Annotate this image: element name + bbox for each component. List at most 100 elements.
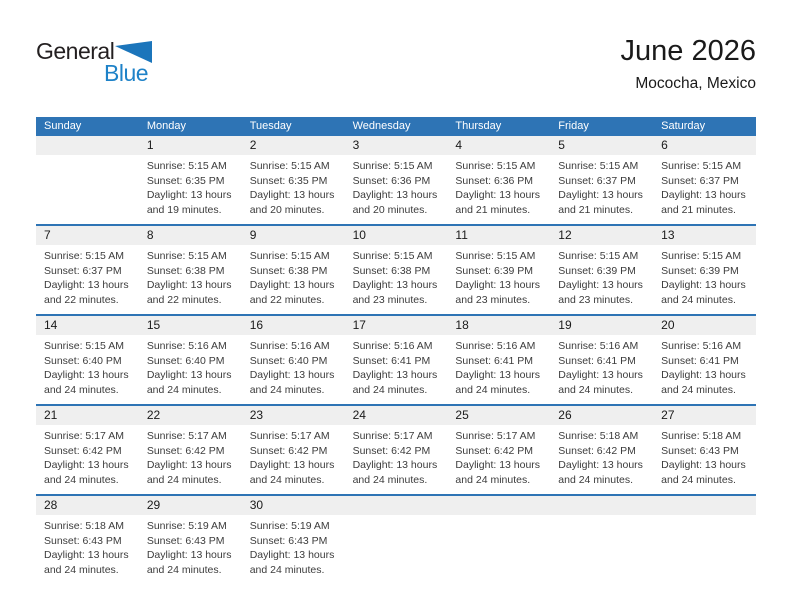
day-cell-5: 5 Sunrise: 5:15 AM Sunset: 6:37 PM Daylight… bbox=[550, 136, 654, 224]
day-cell-2: 2 Sunrise: 5:15 AM Sunset: 6:35 PM Daylight… bbox=[241, 136, 345, 224]
sunset-text: Sunset: 6:41 PM bbox=[558, 354, 636, 367]
daylight-text: Daylight: 13 hours and 24 minutes. bbox=[44, 459, 129, 486]
sunrise-text: Sunrise: 5:17 AM bbox=[44, 430, 124, 442]
sunrise-text: Sunrise: 5:15 AM bbox=[352, 250, 433, 262]
day-cell-1: 1 Sunrise: 5:15 AM Sunset: 6:35 PM Daylight… bbox=[138, 136, 242, 224]
day-info: Sunrise: 5:15 AM Sunset: 6:39 PM Daylight:… bbox=[550, 245, 653, 307]
day-number: 8 bbox=[138, 226, 242, 245]
sunrise-text: Sunrise: 5:19 AM bbox=[249, 520, 330, 532]
day-info: Sunrise: 5:15 AM Sunset: 6:37 PM Daylight:… bbox=[36, 245, 139, 307]
sunset-text: Sunset: 6:43 PM bbox=[249, 534, 328, 547]
day-cell-12: 12 Sunrise: 5:15 AM Sunset: 6:39 PM Dayligh… bbox=[550, 226, 654, 314]
daylight-text: Daylight: 13 hours and 24 minutes. bbox=[352, 459, 438, 486]
sunset-text: Sunset: 6:40 PM bbox=[249, 354, 328, 367]
daylight-text: Daylight: 13 hours and 24 minutes. bbox=[146, 459, 232, 486]
general-blue-logo: General Blue bbox=[36, 36, 153, 85]
day-cell-empty bbox=[344, 496, 448, 584]
day-info: Sunrise: 5:15 AM Sunset: 6:38 PM Daylight:… bbox=[345, 245, 448, 307]
sunset-text: Sunset: 6:41 PM bbox=[352, 354, 431, 367]
sunrise-text: Sunrise: 5:15 AM bbox=[661, 160, 742, 172]
day-number: 23 bbox=[241, 406, 345, 425]
day-cell-11: 11 Sunrise: 5:15 AM Sunset: 6:39 PM Dayligh… bbox=[447, 226, 551, 314]
sunrise-text: Sunrise: 5:15 AM bbox=[352, 160, 433, 172]
day-number: 26 bbox=[550, 406, 654, 425]
day-number: 14 bbox=[36, 316, 139, 335]
day-cell-15: 15 Sunrise: 5:16 AM Sunset: 6:40 PM Dayligh… bbox=[138, 316, 242, 404]
sunset-text: Sunset: 6:42 PM bbox=[44, 444, 122, 457]
day-number: 24 bbox=[344, 406, 448, 425]
day-cell-empty bbox=[550, 496, 654, 584]
week-row: 14 Sunrise: 5:15 AM Sunset: 6:40 PM Dayligh… bbox=[36, 314, 756, 404]
sunrise-text: Sunrise: 5:15 AM bbox=[249, 250, 330, 262]
sunset-text: Sunset: 6:39 PM bbox=[661, 264, 739, 277]
sunset-text: Sunset: 6:41 PM bbox=[661, 354, 739, 367]
day-number: 9 bbox=[241, 226, 345, 245]
day-info: Sunrise: 5:17 AM Sunset: 6:42 PM Daylight:… bbox=[36, 425, 139, 487]
daylight-text: Daylight: 13 hours and 24 minutes. bbox=[455, 459, 541, 486]
sunset-text: Sunset: 6:41 PM bbox=[455, 354, 534, 367]
sunrise-text: Sunrise: 5:16 AM bbox=[661, 340, 742, 352]
day-cell-empty bbox=[653, 496, 756, 584]
day-number: 30 bbox=[241, 496, 345, 515]
weekday-label-sunday: Sunday bbox=[44, 120, 82, 132]
sunset-text: Sunset: 6:38 PM bbox=[146, 264, 225, 277]
daylight-text: Daylight: 13 hours and 23 minutes. bbox=[455, 279, 541, 306]
day-number: 19 bbox=[550, 316, 654, 335]
daylight-text: Daylight: 13 hours and 21 minutes. bbox=[455, 189, 541, 216]
logo-triangle-icon bbox=[115, 41, 153, 67]
daylight-text: Daylight: 13 hours and 24 minutes. bbox=[44, 549, 129, 576]
day-info: Sunrise: 5:16 AM Sunset: 6:40 PM Daylight:… bbox=[139, 335, 242, 397]
sunset-text: Sunset: 6:36 PM bbox=[352, 174, 431, 187]
day-cell-empty bbox=[447, 496, 551, 584]
weekday-label-tuesday: Tuesday bbox=[249, 120, 292, 132]
sunrise-text: Sunrise: 5:15 AM bbox=[661, 250, 742, 262]
week-row: 21 Sunrise: 5:17 AM Sunset: 6:42 PM Dayligh… bbox=[36, 404, 756, 494]
calendar: Sunday Monday Tuesday Wednesday Thursday Frid… bbox=[36, 117, 756, 584]
day-cell-9: 9 Sunrise: 5:15 AM Sunset: 6:38 PM Daylight… bbox=[241, 226, 345, 314]
day-cell-25: 25 Sunrise: 5:17 AM Sunset: 6:42 PM Dayligh… bbox=[447, 406, 551, 494]
day-info: Sunrise: 5:18 AM Sunset: 6:43 PM Daylight:… bbox=[36, 515, 139, 577]
week-row: 28 Sunrise: 5:18 AM Sunset: 6:43 PM Dayligh… bbox=[36, 494, 756, 584]
day-cell-18: 18 Sunrise: 5:16 AM Sunset: 6:41 PM Dayligh… bbox=[447, 316, 551, 404]
day-cell-10: 10 Sunrise: 5:15 AM Sunset: 6:38 PM Dayligh… bbox=[344, 226, 448, 314]
day-cell-7: 7 Sunrise: 5:15 AM Sunset: 6:37 PM Daylight… bbox=[36, 226, 139, 314]
day-cell-4: 4 Sunrise: 5:15 AM Sunset: 6:36 PM Daylight… bbox=[447, 136, 551, 224]
page-title: June 2026 bbox=[620, 35, 756, 67]
day-info: Sunrise: 5:16 AM Sunset: 6:41 PM Daylight:… bbox=[550, 335, 653, 397]
sunset-text: Sunset: 6:42 PM bbox=[352, 444, 431, 457]
day-cell-30: 30 Sunrise: 5:19 AM Sunset: 6:43 PM Dayligh… bbox=[241, 496, 345, 584]
sunset-text: Sunset: 6:43 PM bbox=[146, 534, 225, 547]
day-info: Sunrise: 5:19 AM Sunset: 6:43 PM Daylight:… bbox=[139, 515, 242, 577]
sunrise-text: Sunrise: 5:19 AM bbox=[146, 520, 227, 532]
daylight-text: Daylight: 13 hours and 24 minutes. bbox=[249, 459, 335, 486]
sunrise-text: Sunrise: 5:16 AM bbox=[558, 340, 639, 352]
sunrise-text: Sunrise: 5:18 AM bbox=[558, 430, 639, 442]
sunset-text: Sunset: 6:42 PM bbox=[249, 444, 328, 457]
daylight-text: Daylight: 13 hours and 24 minutes. bbox=[661, 279, 746, 306]
day-number bbox=[344, 496, 448, 515]
day-info: Sunrise: 5:15 AM Sunset: 6:37 PM Daylight:… bbox=[653, 155, 756, 217]
sunrise-text: Sunrise: 5:18 AM bbox=[44, 520, 124, 532]
day-cell-24: 24 Sunrise: 5:17 AM Sunset: 6:42 PM Dayligh… bbox=[344, 406, 448, 494]
day-info: Sunrise: 5:16 AM Sunset: 6:41 PM Daylight:… bbox=[447, 335, 550, 397]
daylight-text: Daylight: 13 hours and 24 minutes. bbox=[455, 369, 541, 396]
sunrise-text: Sunrise: 5:15 AM bbox=[558, 160, 639, 172]
day-number: 21 bbox=[36, 406, 139, 425]
location-subtitle: Mococha, Mexico bbox=[635, 75, 756, 93]
day-cell-14: 14 Sunrise: 5:15 AM Sunset: 6:40 PM Dayligh… bbox=[36, 316, 139, 404]
day-info: Sunrise: 5:15 AM Sunset: 6:39 PM Daylight:… bbox=[653, 245, 756, 307]
day-info: Sunrise: 5:15 AM Sunset: 6:35 PM Daylight:… bbox=[139, 155, 242, 217]
week-row: 1 Sunrise: 5:15 AM Sunset: 6:35 PM Daylight… bbox=[36, 136, 756, 224]
sunrise-text: Sunrise: 5:15 AM bbox=[44, 340, 124, 352]
sunrise-text: Sunrise: 5:15 AM bbox=[558, 250, 639, 262]
sunrise-text: Sunrise: 5:16 AM bbox=[352, 340, 433, 352]
day-cell-21: 21 Sunrise: 5:17 AM Sunset: 6:42 PM Dayligh… bbox=[36, 406, 139, 494]
daylight-text: Daylight: 13 hours and 22 minutes. bbox=[44, 279, 129, 306]
day-number: 6 bbox=[653, 136, 756, 155]
day-info: Sunrise: 5:15 AM Sunset: 6:36 PM Daylight:… bbox=[447, 155, 550, 217]
day-info: Sunrise: 5:16 AM Sunset: 6:40 PM Daylight:… bbox=[242, 335, 345, 397]
daylight-text: Daylight: 13 hours and 22 minutes. bbox=[249, 279, 335, 306]
day-cell-22: 22 Sunrise: 5:17 AM Sunset: 6:42 PM Dayligh… bbox=[138, 406, 242, 494]
day-number: 13 bbox=[653, 226, 756, 245]
sunset-text: Sunset: 6:43 PM bbox=[44, 534, 122, 547]
